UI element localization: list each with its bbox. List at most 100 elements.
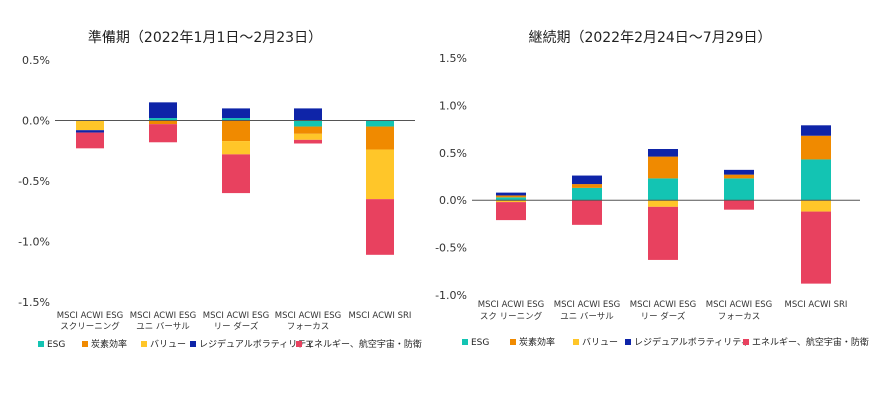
bar-segment [648,206,678,260]
bar-segment [294,139,322,144]
bar-segment [648,200,678,207]
bar-segment [496,192,526,196]
bar-segment [801,135,831,160]
legend-swatch [38,341,44,347]
legend-swatch [625,339,631,345]
category-label: MSCI ACWI ESG [478,300,544,310]
y-tick-label: -1.0% [18,236,50,249]
category-label: MSCI ACWI ESG [630,300,696,310]
legend-swatch [573,339,579,345]
category-sublabel: リー ダーズ [641,311,686,322]
bar-segment [294,133,322,140]
bar-segment [366,149,394,200]
bar-segment [222,154,250,194]
category-sublabel: スクリーニング [60,321,120,332]
bar-segment [366,126,394,150]
bar-segment [149,120,177,125]
y-tick-label: -1.5% [18,296,50,309]
bar-segment [724,178,754,201]
bar-segment [366,120,394,127]
legend-label: バリュー [150,339,186,350]
category-label: MSCI ACWI SRI [349,311,412,321]
category-sublabel: フォーカス [287,322,330,332]
legend-label: レジデュアルボラティリティ [199,338,315,350]
bar-segment [572,200,602,225]
category-sublabel: リー ダーズ [214,321,259,332]
bar-segment [496,197,526,201]
legend: ESG 炭素効率 バリュー レジデュアルボラティリティエネルギー、航空宇宙・防衛 [462,336,869,348]
bar-segment [801,125,831,136]
bar-segment [572,184,602,188]
legend-label: レジデュアルボラティリティ [634,336,750,348]
bar-segment [294,126,322,134]
category-sublabel: フォーカス [718,312,761,322]
bar-segment [801,159,831,201]
bar-segment [366,199,394,255]
bar-segment [648,149,678,157]
bar-segment [222,118,250,121]
y-tick-label: 0.0% [439,194,467,207]
y-tick-label: -0.5% [435,242,467,255]
y-tick-label: 0.5% [22,54,50,67]
bar-segment [496,195,526,198]
bar-segment [724,200,754,210]
bar-segment [801,200,831,212]
y-tick-label: -1.0% [435,289,467,302]
category-label: MSCI ACWI ESG [706,300,772,310]
chart-2: 継続期（2022年2月24日～7月29日） 1.5% 1.0% 0.5% 0.0% -0.… [435,29,869,348]
bar-segment [222,120,250,142]
category-label: MSCI ACWI ESG [554,300,620,310]
bar-segment [496,200,526,203]
legend-swatch [190,341,196,347]
chart-title: 準備期（2022年1月1日～2月23日） [88,30,322,46]
category-label: MSCI ACWI ESG [57,311,123,321]
y-tick-label: 0.5% [439,147,467,160]
bar-segment [294,120,322,127]
bar-segment [76,120,104,131]
bar-segment [801,211,831,284]
bar-segment [149,102,177,119]
category-label: MSCI ACWI ESG [275,311,341,321]
bar-segment [724,174,754,179]
bar-segment [149,124,177,143]
bar-segment [572,187,602,201]
category-sublabel: スク リーニング [480,311,543,322]
category-sublabel: ユニ バーサル [560,312,614,322]
y-tick-label: -0.5% [18,175,50,188]
y-tick-label: 0.0% [22,115,50,128]
legend-label: ESG [471,338,489,348]
legend-swatch [141,341,147,347]
legend-label: バリュー [582,337,618,348]
legend-label: 炭素効率 [91,338,127,350]
legend-label: エネルギー、航空宇宙・防衛 [752,336,869,348]
legend-label: エネルギー、航空宇宙・防衛 [305,338,422,350]
bar-segment [294,108,322,121]
category-label: MSCI ACWI ESG [203,311,269,321]
bar-segment [572,175,602,185]
bar-segment [648,178,678,201]
y-tick-label: 1.0% [439,99,467,112]
legend-label: 炭素効率 [519,336,555,348]
legend-label: ESG [47,340,65,350]
legend-swatch [462,339,468,345]
bar-segment [222,141,250,155]
category-label: MSCI ACWI ESG [130,311,196,321]
chart-1: 準備期（2022年1月1日～2月23日） 0.5% 0.0% -0.5% -1.0% -1… [18,30,422,350]
legend-swatch [510,339,516,345]
category-label: MSCI ACWI SRI [785,300,848,310]
bar-segment [76,130,104,133]
y-tick-label: 1.5% [439,52,467,65]
bar-segment [648,156,678,179]
bar-segment [76,132,104,149]
legend-swatch [743,339,749,345]
bar-segment [724,169,754,175]
bar-segment [222,108,250,119]
legend-swatch [82,341,88,347]
chart-title: 継続期（2022年2月24日～7月29日） [528,29,771,46]
bar-segment [149,118,177,121]
bar-segment [496,202,526,221]
legend-swatch [296,341,302,347]
category-sublabel: ユニ バーサル [136,322,190,332]
